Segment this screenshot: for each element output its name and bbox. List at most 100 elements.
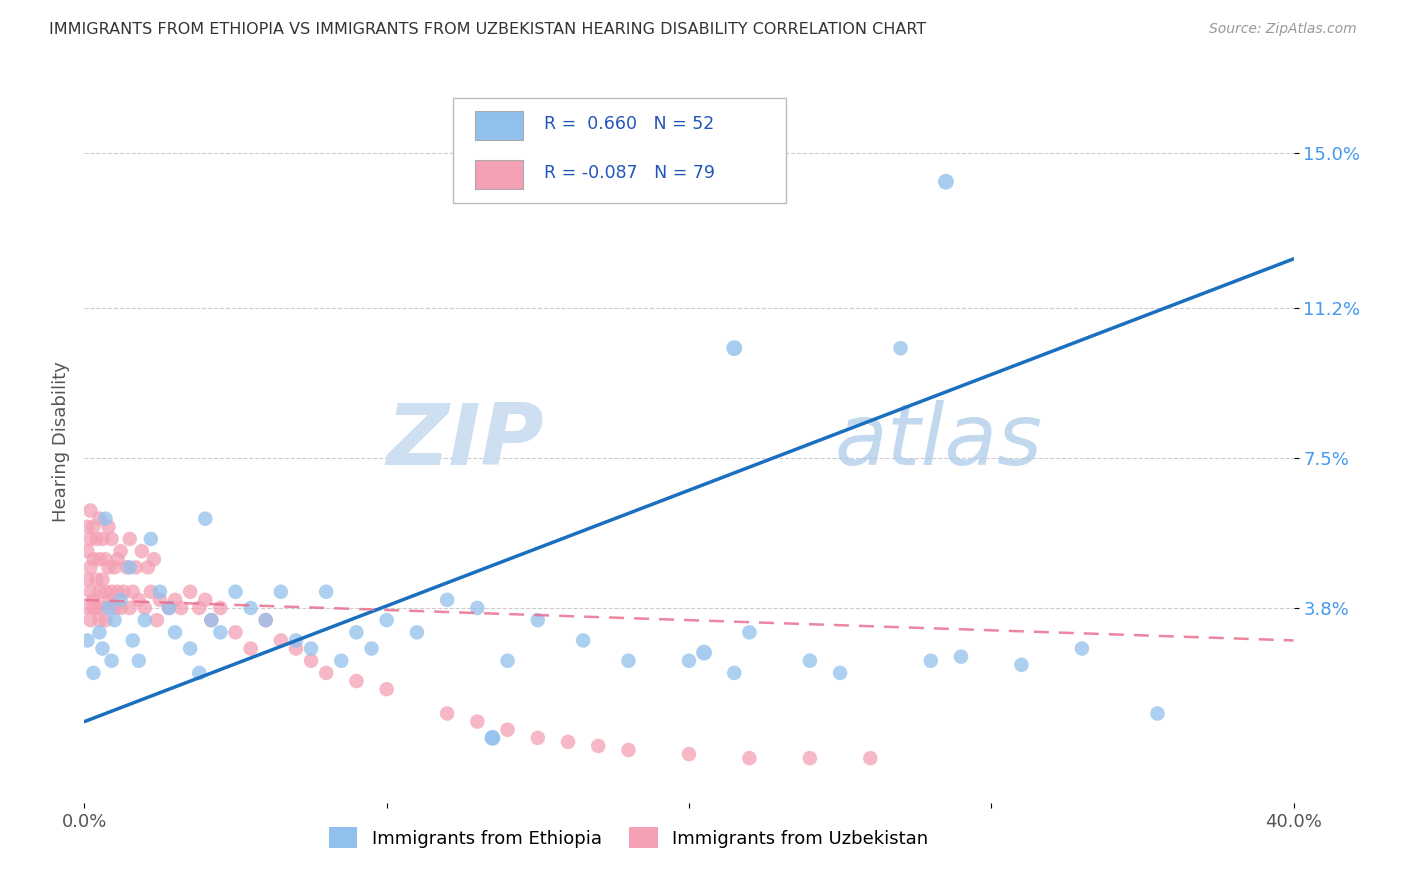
- Point: [200, 613, 222, 627]
- Point: [91, 532, 114, 546]
- Point: [82, 520, 104, 534]
- Point: [678, 654, 700, 668]
- Point: [617, 654, 640, 668]
- Point: [76, 544, 98, 558]
- Text: R =  0.660   N = 52: R = 0.660 N = 52: [544, 115, 714, 133]
- Point: [157, 601, 180, 615]
- Point: [118, 560, 141, 574]
- Point: [693, 646, 716, 660]
- Point: [950, 649, 973, 664]
- Point: [104, 601, 127, 615]
- Point: [467, 601, 489, 615]
- Point: [188, 665, 211, 680]
- Point: [436, 592, 458, 607]
- FancyBboxPatch shape: [475, 112, 523, 140]
- Point: [118, 601, 141, 615]
- Point: [375, 682, 398, 697]
- Point: [935, 175, 957, 189]
- Point: [254, 613, 277, 627]
- Point: [142, 552, 165, 566]
- Point: [107, 552, 129, 566]
- Y-axis label: Hearing Disability: Hearing Disability: [52, 361, 70, 522]
- Point: [557, 735, 579, 749]
- Point: [527, 613, 550, 627]
- Point: [100, 532, 122, 546]
- Point: [1071, 641, 1094, 656]
- Point: [136, 560, 159, 574]
- Point: [97, 601, 120, 615]
- Point: [678, 747, 700, 761]
- FancyBboxPatch shape: [475, 161, 523, 189]
- Point: [149, 592, 172, 607]
- Point: [346, 625, 368, 640]
- Point: [79, 560, 101, 574]
- Point: [239, 601, 262, 615]
- Point: [588, 739, 610, 753]
- Point: [890, 341, 912, 355]
- Point: [723, 665, 745, 680]
- Point: [285, 633, 308, 648]
- Point: [94, 613, 117, 627]
- Point: [188, 601, 211, 615]
- Point: [146, 613, 169, 627]
- Point: [104, 613, 127, 627]
- Point: [738, 625, 761, 640]
- Point: [94, 552, 117, 566]
- Point: [104, 560, 127, 574]
- Point: [110, 601, 132, 615]
- Point: [82, 592, 104, 607]
- Point: [110, 592, 132, 607]
- Point: [406, 625, 429, 640]
- Point: [82, 552, 104, 566]
- Point: [115, 560, 138, 574]
- Point: [86, 532, 108, 546]
- Point: [225, 584, 247, 599]
- Point: [100, 654, 122, 668]
- Point: [436, 706, 458, 721]
- Point: [76, 633, 98, 648]
- Point: [82, 665, 104, 680]
- Point: [270, 584, 292, 599]
- Point: [481, 731, 503, 745]
- Point: [315, 665, 337, 680]
- Point: [254, 613, 277, 627]
- Point: [315, 584, 337, 599]
- Point: [723, 341, 745, 355]
- Point: [572, 633, 595, 648]
- Point: [139, 584, 162, 599]
- Point: [91, 641, 114, 656]
- Point: [200, 613, 222, 627]
- Point: [375, 613, 398, 627]
- Point: [97, 560, 120, 574]
- Point: [527, 731, 550, 745]
- Point: [179, 584, 201, 599]
- Point: [76, 520, 98, 534]
- Point: [270, 633, 292, 648]
- Point: [738, 751, 761, 765]
- Point: [79, 532, 101, 546]
- Point: [118, 532, 141, 546]
- Text: ZIP: ZIP: [387, 400, 544, 483]
- Point: [157, 601, 180, 615]
- Point: [91, 573, 114, 587]
- Legend: Immigrants from Ethiopia, Immigrants from Uzbekistan: Immigrants from Ethiopia, Immigrants fro…: [322, 820, 935, 855]
- Point: [617, 743, 640, 757]
- Point: [107, 584, 129, 599]
- Point: [299, 641, 322, 656]
- Point: [165, 625, 187, 640]
- Point: [194, 511, 217, 525]
- Point: [94, 584, 117, 599]
- Point: [76, 573, 98, 587]
- Point: [97, 592, 120, 607]
- Point: [149, 584, 172, 599]
- Point: [920, 654, 942, 668]
- Point: [110, 544, 132, 558]
- Point: [86, 601, 108, 615]
- Point: [179, 641, 201, 656]
- Point: [94, 511, 117, 525]
- Point: [89, 613, 111, 627]
- FancyBboxPatch shape: [453, 98, 786, 203]
- Point: [79, 584, 101, 599]
- Point: [239, 641, 262, 656]
- Point: [139, 532, 162, 546]
